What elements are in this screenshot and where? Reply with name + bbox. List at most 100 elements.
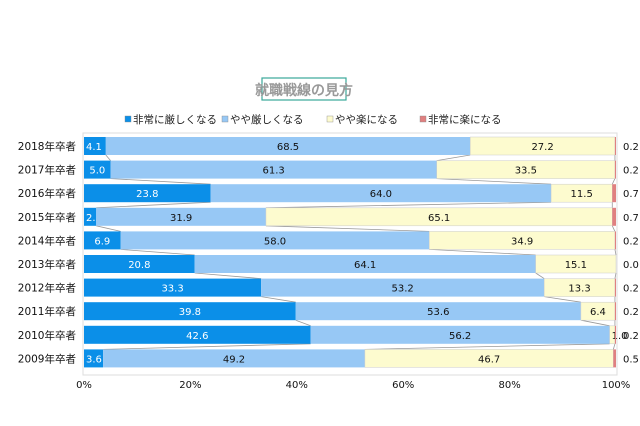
series-line <box>105 154 111 161</box>
data-label: 58.0 <box>264 236 286 247</box>
series-line <box>535 272 545 279</box>
x-tick-label: 60% <box>392 380 414 391</box>
data-label: 65.1 <box>428 213 450 224</box>
legend-swatch <box>326 115 334 123</box>
bar-segment <box>614 302 616 321</box>
series-line <box>429 249 536 256</box>
legend-label: 非常に楽になる <box>428 113 502 126</box>
plot-area <box>82 132 618 376</box>
bar-segment <box>614 160 616 179</box>
data-label: 64.1 <box>354 260 376 271</box>
bar-segment <box>295 302 581 321</box>
bar-segment <box>614 231 616 250</box>
bar-segment <box>194 255 536 273</box>
bar-segment <box>84 184 211 203</box>
data-label: 49.2 <box>223 354 245 365</box>
data-label: 0.7 <box>623 189 639 200</box>
data-label: 13.3 <box>568 284 590 295</box>
series-line <box>544 296 581 303</box>
bar-segment <box>612 207 616 226</box>
bar-segment <box>84 207 97 226</box>
bar-segment <box>310 325 610 344</box>
chart-title: 就職戦線の見方 <box>255 82 353 99</box>
category-label: 2011年卒者 <box>18 305 76 318</box>
data-label: 15.1 <box>565 260 587 271</box>
data-label: 27.2 <box>531 142 553 153</box>
series-line <box>436 154 471 161</box>
bar-segment <box>613 349 616 368</box>
data-label: 1.0 <box>612 331 628 342</box>
category-label: 2014年卒者 <box>18 234 76 247</box>
data-label: 6.4 <box>590 307 606 318</box>
bar-segment <box>120 231 430 250</box>
data-label: 42.6 <box>186 331 208 342</box>
series-line <box>611 225 616 232</box>
series-line <box>436 178 552 185</box>
data-label: 61.3 <box>263 166 285 177</box>
legend-swatch <box>419 115 427 123</box>
series-line <box>96 225 121 232</box>
legend-label: 非常に厳しくなる <box>133 113 217 126</box>
data-label: 0.2 <box>623 307 639 318</box>
data-label: 39.8 <box>179 307 201 318</box>
series-line <box>194 272 262 279</box>
data-label: 5.0 <box>89 166 105 177</box>
bar-segment <box>210 184 552 203</box>
data-label: 0.7 <box>623 213 639 224</box>
bars: 2018年卒者 4.1 68.5 27.2 0.2 2017年卒者 5.0 61.3 33.5 0… <box>18 132 639 376</box>
category-label: 2015年卒者 <box>18 211 76 224</box>
legend-label: やや厳しくなる <box>230 113 304 126</box>
bar-segment <box>261 278 545 297</box>
category-label: 2013年卒者 <box>18 258 76 271</box>
data-label: 23.8 <box>136 189 158 200</box>
data-label: 3.6 <box>86 354 102 365</box>
series-line <box>265 201 552 209</box>
bar-segment <box>96 207 266 226</box>
bar-segment <box>103 349 365 368</box>
bar-segment <box>364 349 614 368</box>
series-line <box>612 343 616 350</box>
bar-segment <box>84 160 111 179</box>
data-label: 2.3 <box>86 213 102 224</box>
series-line <box>614 272 617 279</box>
data-label: 33.3 <box>161 284 183 295</box>
data-label: 20.8 <box>128 260 150 271</box>
bar-segment <box>614 325 616 344</box>
legend-swatch <box>221 115 229 123</box>
data-label: 0.2 <box>623 331 639 342</box>
data-label: 6.9 <box>94 236 110 247</box>
bar-segment <box>110 160 437 179</box>
bar-segment <box>614 137 616 155</box>
category-label: 2009年卒者 <box>18 352 76 365</box>
series-line <box>295 319 311 327</box>
data-label: 0.2 <box>623 142 639 153</box>
series-line <box>96 201 211 209</box>
category-label: 2017年卒者 <box>18 164 76 177</box>
bar-segment <box>84 231 121 250</box>
bar-segment <box>84 278 262 297</box>
title-box <box>261 77 347 101</box>
x-tick-label: 0% <box>76 380 92 391</box>
data-label: 31.9 <box>170 213 192 224</box>
bar-segment <box>84 349 104 368</box>
legend: 非常に厳しくなる やや厳しくなる やや楽になる 非常に楽になる <box>124 113 502 126</box>
data-label: 33.5 <box>515 166 537 177</box>
data-label: 56.2 <box>449 331 471 342</box>
category-label: 2018年卒者 <box>18 140 76 153</box>
series-lines <box>96 154 617 350</box>
series-line <box>120 249 195 256</box>
bar-segment <box>84 137 106 155</box>
data-label: 68.5 <box>277 142 299 153</box>
bar-segment <box>535 254 617 274</box>
data-label: 4.1 <box>86 142 102 153</box>
data-label: 0.2 <box>623 284 639 295</box>
category-label: 2016年卒者 <box>18 187 76 200</box>
series-line <box>110 178 211 185</box>
x-tick-label: 20% <box>179 380 201 391</box>
legend-swatch <box>124 115 132 123</box>
series-line <box>364 343 610 350</box>
data-label: 11.5 <box>571 189 593 200</box>
series-line <box>611 178 616 185</box>
x-tick-label: 80% <box>498 380 520 391</box>
